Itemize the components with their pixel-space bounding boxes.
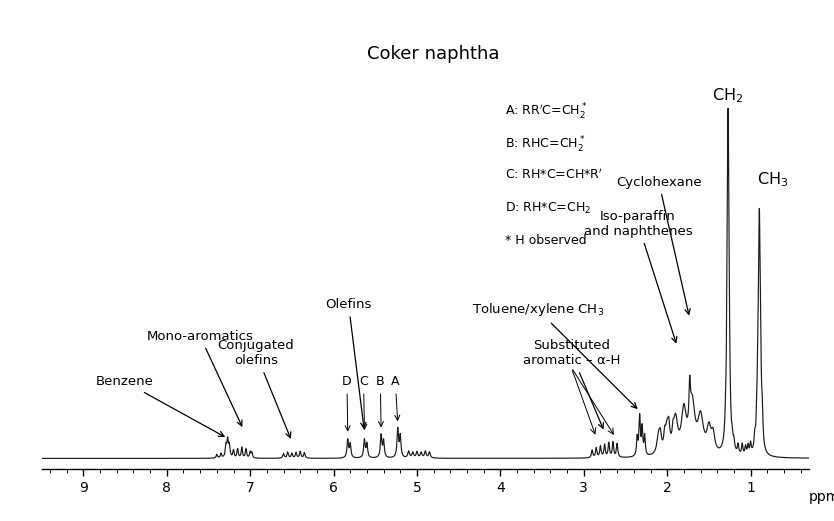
Text: CH$_2$: CH$_2$	[712, 86, 744, 105]
Text: ppm: ppm	[809, 490, 834, 503]
Text: A: A	[391, 376, 399, 420]
Text: Toluene/xylene CH$_3$: Toluene/xylene CH$_3$	[472, 302, 636, 408]
Text: B: B	[376, 376, 384, 427]
Text: B: RHC=CH$_2^*$: B: RHC=CH$_2^*$	[505, 134, 585, 155]
Text: D: D	[342, 376, 352, 431]
Text: Olefins: Olefins	[325, 299, 372, 428]
Text: Substituted
aromatic – α-H: Substituted aromatic – α-H	[523, 339, 620, 428]
Text: Coker naphtha: Coker naphtha	[368, 45, 500, 64]
Text: Conjugated
olefins: Conjugated olefins	[218, 339, 294, 438]
Text: Mono-aromatics: Mono-aromatics	[147, 330, 254, 426]
Text: D: RH*C=CH$_2$: D: RH*C=CH$_2$	[505, 201, 590, 216]
Text: Iso-paraffin
and naphthenes: Iso-paraffin and naphthenes	[584, 210, 692, 342]
Text: C: C	[359, 376, 368, 429]
Text: C: RH*C=CH*R$'$: C: RH*C=CH*R$'$	[505, 168, 602, 182]
Text: CH$_3$: CH$_3$	[757, 170, 789, 189]
Text: A: RR$'$C=CH$_2^*$: A: RR$'$C=CH$_2^*$	[505, 102, 587, 121]
Text: Benzene: Benzene	[96, 376, 224, 437]
Text: Cyclohexane: Cyclohexane	[616, 176, 701, 314]
Text: * H observed: * H observed	[505, 234, 586, 247]
